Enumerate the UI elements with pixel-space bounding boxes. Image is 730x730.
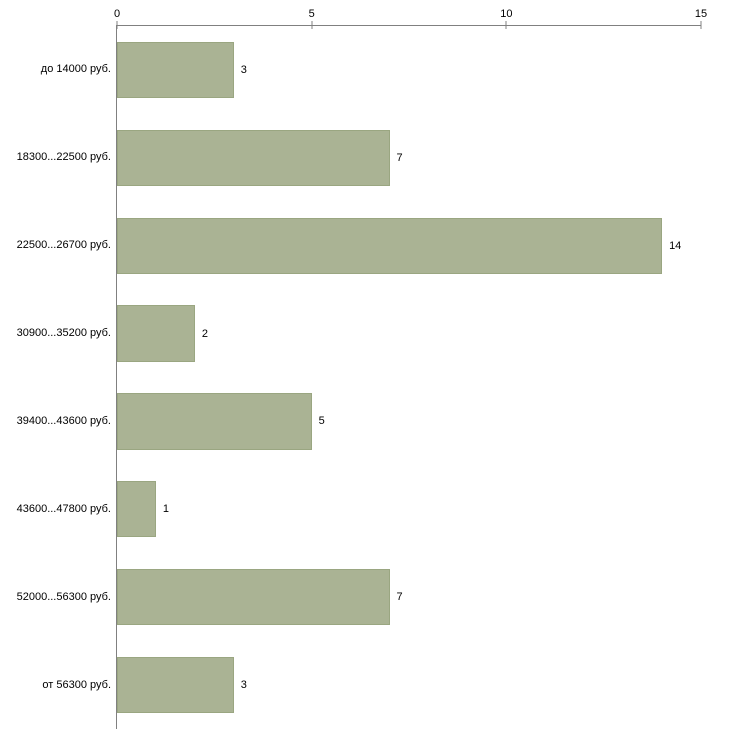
x-axis-tick-mark: [700, 21, 702, 29]
bar-value-label: 14: [669, 239, 682, 252]
y-axis-label: 43600...47800 руб.: [16, 503, 111, 515]
x-axis-tick-layer: 0 5 10 15: [0, 0, 730, 29]
chart-row: 1: [117, 465, 701, 553]
bar: [117, 41, 234, 99]
bar: [117, 217, 663, 274]
bar-value-label: 7: [396, 591, 403, 604]
chart-row: 7: [117, 553, 701, 641]
bar: [117, 569, 390, 626]
y-axis-label: 18300...22500 руб.: [16, 151, 111, 163]
bar-value-label: 7: [396, 151, 403, 164]
bar-value-label: 3: [240, 63, 247, 76]
y-axis-label: 52000...56300 руб.: [16, 591, 111, 603]
bar: [117, 481, 156, 538]
x-axis-tick-label: 0: [113, 8, 121, 20]
bar: [117, 305, 195, 362]
y-axis-label: 39400...43600 руб.: [16, 415, 111, 427]
x-axis-tick-label: 10: [500, 8, 513, 20]
bar-value-label: 2: [201, 327, 208, 340]
y-axis-label: до 14000 руб.: [40, 63, 111, 75]
y-axis-label: 30900...35200 руб.: [16, 327, 111, 339]
bar-value-label: 5: [318, 415, 325, 428]
chart-body: до 14000 руб. 18300...22500 руб. 22500...2…: [0, 25, 730, 729]
bar: [117, 129, 390, 186]
chart-row: 2: [117, 290, 701, 378]
x-axis-tick-label: 5: [308, 8, 315, 20]
chart-row: 5: [117, 378, 701, 466]
bar-value-label: 3: [240, 679, 247, 692]
bar: [117, 656, 234, 714]
y-axis-label: от 56300 руб.: [42, 679, 111, 691]
bar: [117, 393, 312, 450]
chart-row: 3: [117, 641, 701, 729]
chart-row: 3: [117, 26, 701, 114]
x-axis-tick-label: 15: [694, 8, 708, 20]
y-axis-label: 22500...26700 руб.: [16, 239, 111, 251]
bar-value-label: 1: [162, 503, 170, 516]
chart-row: 14: [117, 202, 701, 290]
labels-column: до 14000 руб. 18300...22500 руб. 22500...2…: [0, 25, 116, 729]
plot-area: 3 7 14 2 5 1 7 3: [116, 25, 701, 729]
chart-row: 7: [117, 114, 701, 202]
